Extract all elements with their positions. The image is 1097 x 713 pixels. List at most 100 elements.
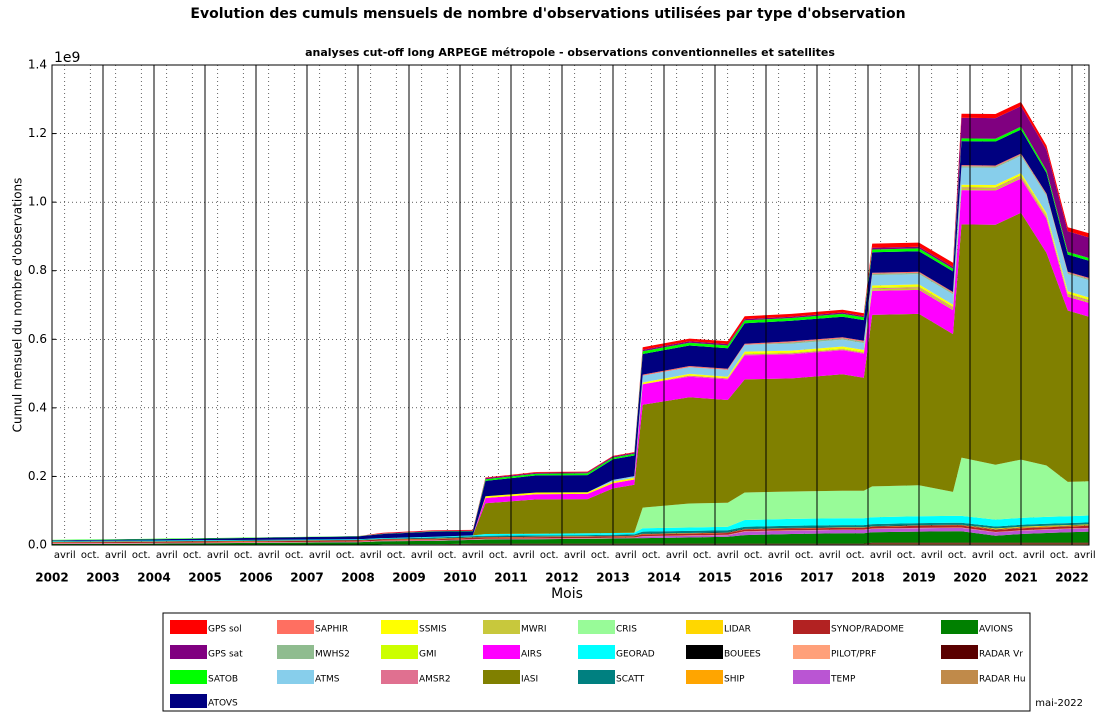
- area: [52, 178, 1089, 541]
- x-tick-label: avril: [819, 550, 841, 561]
- legend-swatch: [483, 620, 520, 634]
- legend-swatch: [793, 620, 830, 634]
- plot-frame: [51, 64, 1090, 546]
- x-tick-label: avril: [615, 550, 637, 561]
- x-tick-label: avril: [921, 550, 943, 561]
- year-label: 2002: [35, 571, 68, 585]
- legend-swatch: [381, 670, 418, 684]
- legend-swatch: [483, 645, 520, 659]
- legend-label: GEORAD: [616, 650, 655, 660]
- legend-swatch: [686, 620, 723, 634]
- legend-label: TEMP: [830, 675, 856, 685]
- x-tick-label: oct.: [81, 550, 100, 561]
- x-tick-label: avril: [462, 550, 484, 561]
- x-tick-label: avril: [1074, 550, 1096, 561]
- legend-swatch: [793, 645, 830, 659]
- area: [52, 212, 1089, 541]
- legend-label: IASI: [521, 675, 538, 685]
- legend-label: SCATT: [616, 675, 645, 685]
- x-tick-label: oct.: [744, 550, 763, 561]
- legend-swatch: [793, 670, 830, 684]
- legend-swatch: [578, 645, 615, 659]
- year-label: 2011: [494, 571, 527, 585]
- year-label: 2016: [749, 571, 782, 585]
- x-tick-label: avril: [717, 550, 739, 561]
- legend-label: ATMS: [315, 675, 340, 685]
- legend-label: BOUEES: [724, 650, 761, 660]
- x-tick-label: avril: [666, 550, 688, 561]
- y-tick-label: 0.0: [28, 538, 47, 552]
- year-label: 2008: [341, 571, 374, 585]
- year-label: 2010: [443, 571, 476, 585]
- y-tick-label: 0.4: [28, 400, 47, 414]
- x-tick-label: oct.: [285, 550, 304, 561]
- x-axis-label: Mois: [551, 586, 583, 602]
- legend-label: SSMIS: [419, 625, 447, 635]
- x-tick-label: oct.: [591, 550, 610, 561]
- legend-swatch: [381, 620, 418, 634]
- year-label: 2004: [137, 571, 170, 585]
- x-tick-label: avril: [258, 550, 280, 561]
- legend-label: AVIONS: [979, 625, 1013, 635]
- x-tick-label: avril: [156, 550, 178, 561]
- legend-label: MWRI: [521, 625, 547, 635]
- year-label: 2005: [188, 571, 221, 585]
- legend-label: GMI: [419, 650, 436, 660]
- x-tick-label: oct.: [948, 550, 967, 561]
- legend-swatch: [170, 670, 207, 684]
- x-tick-label: oct.: [132, 550, 151, 561]
- legend-label: SYNOP/RADOME: [831, 625, 904, 635]
- annotation: mai-2022: [1035, 698, 1083, 709]
- x-tick-label: oct.: [795, 550, 814, 561]
- y-tick-label: 0.2: [28, 469, 47, 483]
- y-tick-label: 0.6: [28, 332, 47, 346]
- legend-label: AMSR2: [419, 675, 451, 685]
- chart-title: Evolution des cumuls mensuels de nombre …: [190, 6, 905, 22]
- year-label: 2021: [1004, 571, 1037, 585]
- x-tick-label: oct.: [897, 550, 916, 561]
- year-label: 2018: [851, 571, 884, 585]
- x-tick-label: avril: [972, 550, 994, 561]
- legend-swatch: [170, 645, 207, 659]
- x-tick-label: oct.: [693, 550, 712, 561]
- legend-swatch: [170, 620, 207, 634]
- area: [52, 457, 1089, 541]
- area: [52, 515, 1089, 542]
- x-tick-label: oct.: [234, 550, 253, 561]
- y-tick-label: 1.4: [28, 58, 47, 72]
- year-label: 2013: [596, 571, 629, 585]
- x-tick-label: oct.: [846, 550, 865, 561]
- legend-swatch: [578, 670, 615, 684]
- x-tick-label: oct.: [336, 550, 355, 561]
- legend-label: SATOB: [208, 675, 238, 685]
- x-tick-label: avril: [411, 550, 433, 561]
- legend-swatch: [941, 670, 978, 684]
- year-label: 2009: [392, 571, 425, 585]
- year-label: 2019: [902, 571, 935, 585]
- x-tick-label: oct.: [642, 550, 661, 561]
- x-tick-label: oct.: [540, 550, 559, 561]
- x-tick-label: oct.: [1050, 550, 1069, 561]
- area: [52, 527, 1089, 544]
- x-tick-label: oct.: [489, 550, 508, 561]
- x-tick-label: avril: [207, 550, 229, 561]
- legend-label: SHIP: [724, 675, 745, 685]
- legend-label: LIDAR: [724, 625, 751, 635]
- y-offset-label: 1e9: [54, 50, 80, 66]
- x-tick-label: avril: [513, 550, 535, 561]
- legend-label: AIRS: [521, 650, 542, 660]
- x-tick-label: oct.: [438, 550, 457, 561]
- area: [52, 522, 1089, 542]
- legend-swatch: [277, 620, 314, 634]
- legend-label: RADAR Vr: [979, 650, 1023, 660]
- year-label: 2014: [647, 571, 680, 585]
- legend-label: GPS sat: [208, 650, 243, 660]
- y-tick-label: 1.2: [28, 126, 47, 140]
- area: [52, 531, 1089, 545]
- legend-label: ATOVS: [208, 699, 238, 709]
- x-tick-label: oct.: [183, 550, 202, 561]
- year-label: 2015: [698, 571, 731, 585]
- x-tick-label: avril: [1023, 550, 1045, 561]
- year-label: 2007: [290, 571, 323, 585]
